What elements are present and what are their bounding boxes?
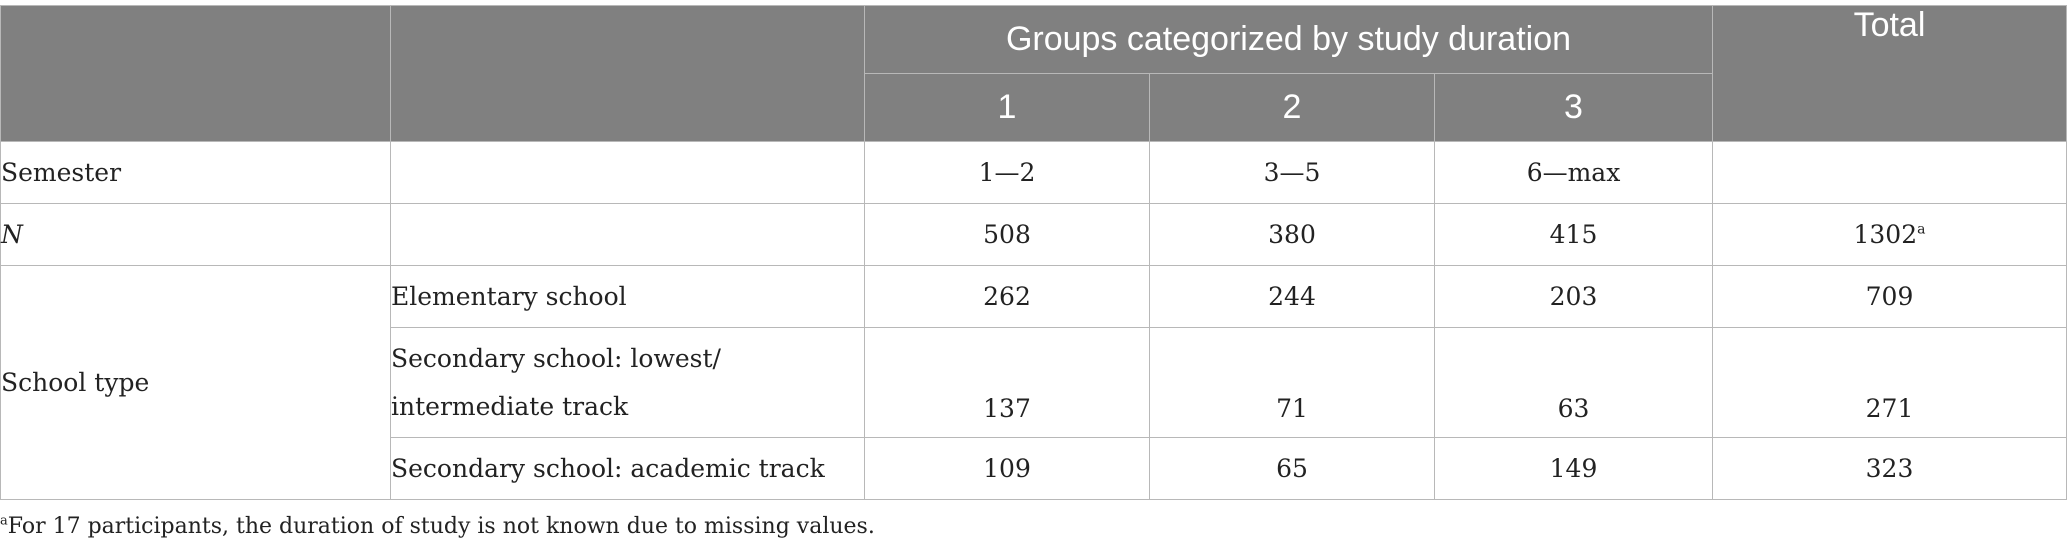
group-3-header: 3 — [1434, 73, 1713, 142]
footnote-text: For 17 participants, the duration of stu… — [7, 514, 875, 539]
total-cell: 1302a — [1712, 203, 2067, 266]
row-label: Semester — [0, 141, 391, 204]
table-cell: 244 — [1149, 265, 1435, 328]
sub-row-label: Secondary school: academic track — [390, 437, 865, 500]
table-cell: 71 — [1149, 327, 1435, 438]
group-header: Groups categorized by study duration — [864, 5, 1713, 74]
table-cell: 6—max — [1434, 141, 1713, 204]
sub-row-label: Elementary school — [390, 265, 865, 328]
total-cell: 323 — [1712, 437, 2067, 500]
empty-cell — [390, 141, 865, 204]
total-header: Total — [1712, 5, 2067, 142]
footnote-mark: a — [0, 513, 8, 529]
table-cell: 3—5 — [1149, 141, 1435, 204]
table-cell: 137 — [864, 327, 1150, 438]
total-cell — [1712, 141, 2067, 204]
footnote-marker: a — [1917, 221, 1926, 238]
table-row-semester: Semester 1—2 3—5 6—max — [0, 141, 2067, 204]
group-2-header: 2 — [1149, 73, 1435, 142]
table-row-secondary-academic: Secondary school: academic track 109 65 … — [1, 437, 2067, 500]
table-cell: 508 — [864, 203, 1150, 266]
sub-row-label-line2: intermediate track — [391, 391, 629, 421]
table-cell: 109 — [864, 437, 1150, 500]
table-cell: 203 — [1434, 265, 1713, 328]
sub-row-label-line1: Secondary school: lowest/ — [391, 343, 721, 373]
table-cell: 63 — [1434, 327, 1713, 438]
header-row: 1 2 3 — [1, 73, 2067, 142]
table-cell: 262 — [864, 265, 1150, 328]
row-label-school-type: School type — [0, 265, 391, 500]
footnote: aFor 17 participants, the duration of st… — [0, 514, 875, 539]
total-cell: 271 — [1712, 327, 2067, 438]
header-row: Groups categorized by study duration Tot… — [0, 5, 2067, 142]
table-cell: 65 — [1149, 437, 1435, 500]
table-cell: 1—2 — [864, 141, 1150, 204]
group-1-header: 1 — [864, 73, 1150, 142]
total-cell: 709 — [1712, 265, 2067, 328]
row-label: N — [0, 203, 391, 266]
empty-cell — [390, 203, 865, 266]
table-cell: 149 — [1434, 437, 1713, 500]
table-body: Semester 1—2 3—5 6—max N 508 380 415 130… — [0, 141, 2067, 500]
total-value: 1302 — [1853, 220, 1918, 249]
table-row-secondary-lowest: Secondary school: lowest/intermediate tr… — [1, 327, 2067, 438]
table-cell: 415 — [1434, 203, 1713, 266]
header-empty-2 — [390, 5, 865, 142]
table-cell: 380 — [1149, 203, 1435, 266]
table-header: Groups categorized by study duration Tot… — [0, 5, 2067, 142]
data-table: Groups categorized by study duration Tot… — [0, 5, 2067, 500]
sub-row-label: Secondary school: lowest/intermediate tr… — [390, 327, 865, 438]
header-empty-1 — [0, 5, 391, 142]
table-row-n: N 508 380 415 1302a — [0, 203, 2067, 266]
table-row-elementary: School type Elementary school 262 244 20… — [0, 265, 2067, 500]
